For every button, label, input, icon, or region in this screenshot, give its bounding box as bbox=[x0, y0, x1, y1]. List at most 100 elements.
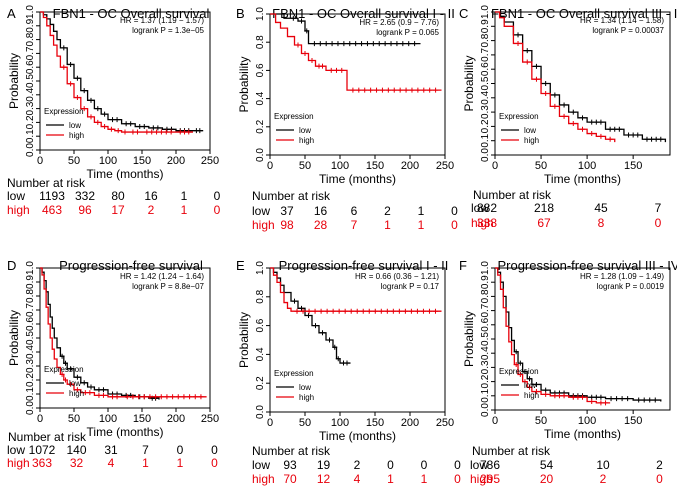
y-tick-label: 0.8 bbox=[25, 289, 36, 303]
risk-row-label-high: high bbox=[471, 216, 494, 230]
censor-mark-high bbox=[122, 129, 128, 135]
censor-mark-high bbox=[598, 133, 604, 139]
plot-frame bbox=[269, 267, 446, 413]
censor-mark-high bbox=[306, 308, 312, 314]
x-tick-label: 150 bbox=[133, 155, 151, 167]
censor-mark-high bbox=[312, 308, 318, 314]
x-tick-label: 200 bbox=[167, 155, 185, 167]
y-tick-label: 0.9 bbox=[480, 275, 491, 289]
y-tick-label: 0.2 bbox=[25, 373, 36, 387]
censor-mark-high bbox=[598, 400, 604, 406]
survival-curve-high bbox=[495, 11, 616, 143]
risk-value-low: 16 bbox=[144, 189, 158, 203]
censor-mark-high bbox=[396, 308, 402, 314]
risk-value-high: 463 bbox=[42, 203, 62, 217]
censor-mark-high bbox=[130, 129, 136, 135]
censor-mark-low bbox=[327, 337, 332, 343]
x-tick-label: 250 bbox=[436, 417, 454, 429]
censor-mark-low bbox=[619, 396, 625, 402]
y-tick-label: 0.2 bbox=[25, 115, 36, 129]
censor-mark-low bbox=[61, 45, 67, 51]
risk-value-high: 28 bbox=[314, 218, 328, 232]
x-tick-label: 150 bbox=[133, 413, 151, 425]
censor-mark-low bbox=[359, 41, 365, 47]
censor-mark-low bbox=[335, 356, 341, 362]
censor-mark-high bbox=[524, 59, 530, 65]
x-tick-label: 250 bbox=[201, 155, 219, 167]
x-tick-label: 100 bbox=[578, 415, 596, 427]
risk-value-low: 54 bbox=[540, 458, 554, 472]
censor-mark-low bbox=[517, 360, 523, 366]
censor-mark-high bbox=[187, 394, 193, 400]
risk-value-low: 0 bbox=[387, 458, 394, 472]
censor-mark-low bbox=[580, 115, 585, 121]
y-tick-label: 0.8 bbox=[25, 32, 36, 46]
y-tick-label: 0.2 bbox=[255, 376, 266, 390]
censor-mark-low bbox=[406, 41, 412, 47]
legend-label-high: high bbox=[524, 391, 539, 400]
x-tick-label: 100 bbox=[99, 155, 117, 167]
y-tick-label: 0.7 bbox=[25, 303, 36, 317]
censor-mark-high bbox=[124, 394, 130, 400]
censor-mark-high bbox=[336, 308, 342, 314]
censor-mark-low bbox=[74, 75, 80, 81]
x-tick-label: 100 bbox=[578, 160, 596, 172]
y-tick-label: 0.5 bbox=[480, 76, 491, 90]
censor-mark-high bbox=[556, 393, 562, 399]
risk-table-title: Number at risk bbox=[473, 188, 552, 202]
x-tick-label: 0 bbox=[37, 155, 43, 167]
y-tick-label: 0.7 bbox=[480, 48, 491, 62]
x-tick-label: 200 bbox=[401, 160, 419, 172]
censor-mark-high bbox=[63, 377, 68, 383]
y-tick-label: 0.3 bbox=[25, 359, 36, 373]
y-axis-label: Probability bbox=[7, 53, 21, 109]
censor-mark-low bbox=[616, 126, 622, 132]
x-tick-label: 50 bbox=[535, 415, 547, 427]
censor-mark-high bbox=[328, 67, 334, 73]
hr-annotation: HR = 0.66 (0.36 − 1.21) bbox=[355, 272, 439, 281]
censor-mark-high bbox=[170, 394, 176, 400]
censor-mark-low bbox=[95, 106, 101, 112]
censor-mark-high bbox=[141, 394, 147, 400]
censor-mark-low bbox=[561, 102, 567, 108]
risk-value-high: 67 bbox=[537, 216, 551, 230]
risk-value-high: 338 bbox=[477, 216, 497, 230]
censor-mark-low bbox=[382, 41, 388, 47]
censor-mark-high bbox=[318, 308, 324, 314]
censor-mark-low bbox=[388, 41, 394, 47]
censor-mark-low bbox=[137, 124, 143, 130]
censor-mark-low bbox=[150, 125, 156, 131]
censor-mark-high bbox=[96, 392, 102, 398]
censor-mark-high bbox=[147, 394, 153, 400]
legend-title: Expression bbox=[44, 365, 84, 374]
censor-mark-high bbox=[136, 394, 142, 400]
y-tick-label: 1.0 bbox=[255, 261, 266, 275]
risk-value-low: 0 bbox=[211, 443, 218, 457]
censor-mark-high bbox=[68, 81, 74, 87]
risk-row-label-high: high bbox=[252, 472, 275, 486]
risk-value-low: 1072 bbox=[29, 443, 56, 457]
legend-label-low: low bbox=[524, 381, 536, 390]
x-axis-label: Time (months) bbox=[87, 167, 164, 181]
censor-mark-high bbox=[95, 119, 101, 125]
censor-mark-high bbox=[415, 87, 421, 93]
risk-value-high: 0 bbox=[454, 472, 461, 486]
legend-title: Expression bbox=[499, 367, 539, 376]
censor-mark-high bbox=[144, 129, 150, 135]
legend-label-low: low bbox=[69, 121, 81, 130]
risk-value-low: 7 bbox=[655, 201, 662, 215]
censor-mark-low bbox=[110, 117, 116, 123]
x-axis-label: Time (months) bbox=[544, 172, 621, 186]
censor-mark-high bbox=[198, 394, 204, 400]
censor-mark-high bbox=[552, 103, 558, 109]
censor-mark-low bbox=[589, 394, 595, 400]
x-tick-label: 0 bbox=[492, 415, 498, 427]
y-tick-label: 0.2 bbox=[480, 119, 491, 133]
censor-mark-low bbox=[123, 121, 129, 127]
hr-annotation: HR = 1.34 (1.14 − 1.58) bbox=[580, 16, 664, 25]
censor-mark-high bbox=[348, 308, 354, 314]
risk-value-low: 31 bbox=[104, 443, 118, 457]
legend-label-high: high bbox=[69, 389, 84, 398]
